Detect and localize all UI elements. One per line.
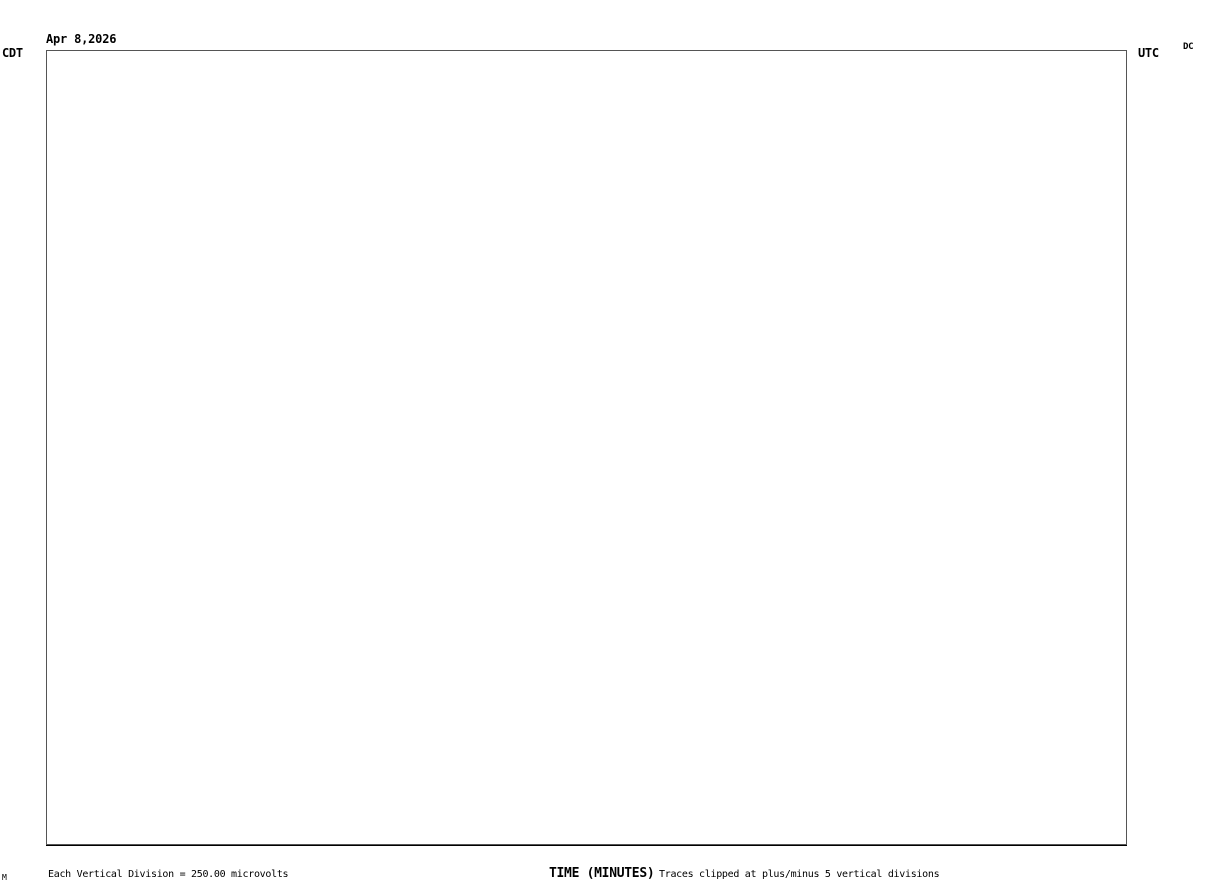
x-axis-line: [46, 845, 1127, 846]
header-date: Apr 8,2026: [46, 32, 117, 46]
scale-note: Each Vertical Division = 250.00 microvol…: [48, 869, 289, 880]
right-timezone-label: UTC: [1138, 46, 1159, 60]
x-axis-title: TIME (MINUTES): [549, 866, 655, 881]
seismogram-plot[interactable]: [46, 50, 1127, 845]
trace-lines: [47, 51, 1126, 844]
clip-note: Traces clipped at plus/minus 5 vertical …: [659, 869, 940, 880]
left-timezone-label: CDT: [2, 46, 23, 60]
corner-mark: M: [2, 873, 7, 882]
dc-column-header: DC: [1183, 42, 1194, 52]
